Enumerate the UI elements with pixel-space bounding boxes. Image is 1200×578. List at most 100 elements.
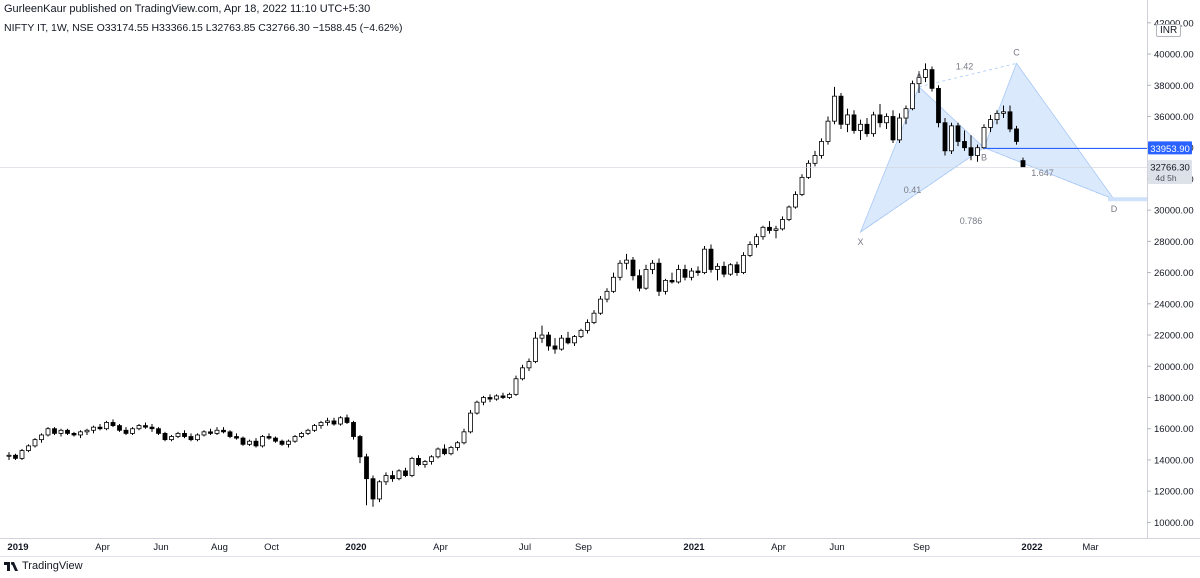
candle[interactable] [110,419,116,428]
candle[interactable] [130,427,135,435]
footer-brand[interactable]: TradingView [4,560,83,572]
candle[interactable] [396,469,402,481]
candle[interactable] [981,124,987,150]
candle[interactable] [676,264,681,284]
candle[interactable] [45,427,51,437]
candle[interactable] [312,424,317,432]
candle[interactable] [773,225,779,239]
candle[interactable] [286,439,291,448]
candle[interactable] [84,428,90,435]
candle[interactable] [65,428,70,435]
candle[interactable] [1020,157,1026,168]
candle[interactable] [767,221,772,234]
candle[interactable] [6,452,12,460]
candle[interactable] [403,467,408,478]
candle[interactable] [591,310,597,325]
candle[interactable] [890,110,896,144]
candle[interactable] [1007,105,1013,133]
candle[interactable] [442,444,447,456]
candle[interactable] [370,475,376,507]
candle[interactable] [643,264,649,290]
candle[interactable] [747,241,753,257]
candle[interactable] [968,135,974,161]
currency-badge[interactable]: INR [1156,24,1182,37]
candle[interactable] [364,453,369,506]
candle[interactable] [669,272,675,284]
candle[interactable] [331,417,337,426]
candle[interactable] [175,431,181,439]
candle[interactable] [1014,125,1019,145]
candle[interactable] [58,428,64,437]
candle[interactable] [1001,105,1006,119]
candle[interactable] [520,364,525,381]
candle[interactable] [806,160,811,179]
candle[interactable] [533,331,538,364]
candle[interactable] [13,453,18,460]
candle[interactable] [994,110,1000,125]
candle[interactable] [123,427,129,435]
candle[interactable] [377,480,382,503]
candle[interactable] [416,455,421,467]
candle[interactable] [299,431,304,439]
candle[interactable] [156,427,161,435]
candle[interactable] [318,420,324,429]
candle[interactable] [325,417,330,426]
candle[interactable] [32,438,38,448]
candle[interactable] [825,116,831,145]
candle[interactable] [409,456,415,478]
candle[interactable] [149,424,155,432]
candle[interactable] [26,444,31,453]
candle[interactable] [884,113,889,129]
candle[interactable] [871,111,876,137]
candle[interactable] [923,63,928,83]
candle[interactable] [78,430,83,439]
candle[interactable] [702,246,707,275]
candle[interactable] [897,113,902,144]
candle[interactable] [481,395,486,406]
candle[interactable] [780,216,785,231]
candle[interactable] [136,424,142,431]
candle[interactable] [240,436,246,446]
candle[interactable] [851,110,857,134]
candle[interactable] [273,436,278,443]
candle[interactable] [741,252,746,275]
candle[interactable] [195,433,200,442]
candle[interactable] [234,433,239,440]
candle[interactable] [474,400,480,415]
candle[interactable] [760,225,766,240]
time-axis[interactable]: 2019 Apr Jun Aug Oct 2020 Apr Jul Sep 2021 Apr Jun S… [0,538,1200,557]
candle[interactable] [344,414,350,425]
candle[interactable] [422,459,428,468]
candle[interactable] [650,260,655,275]
price-axis[interactable]: 42000.0040000.0038000.0036000.0034000.00… [1147,0,1200,538]
candle[interactable] [39,433,44,443]
candle[interactable] [910,80,915,111]
candle[interactable] [988,114,993,133]
candle[interactable] [864,118,870,137]
candle[interactable] [624,253,629,270]
candle[interactable] [188,433,194,442]
candle[interactable] [734,261,740,276]
candle[interactable] [916,71,922,94]
candle[interactable] [227,430,233,439]
candle[interactable] [97,424,103,431]
candle[interactable] [507,392,512,400]
candle[interactable] [819,138,824,159]
candle[interactable] [559,335,564,351]
candle[interactable] [630,256,636,281]
candle[interactable] [91,425,96,434]
candle[interactable] [754,233,759,248]
candle[interactable] [611,272,616,293]
candle[interactable] [182,430,187,439]
candle[interactable] [598,296,603,315]
candle[interactable] [448,445,454,456]
candle[interactable] [845,108,850,133]
candle[interactable] [292,434,298,443]
candle[interactable] [637,269,642,292]
candle[interactable] [962,130,967,151]
candle[interactable] [832,86,837,125]
candle[interactable] [500,392,506,400]
candle[interactable] [208,428,213,435]
candle[interactable] [812,150,818,167]
candle[interactable] [572,335,577,346]
